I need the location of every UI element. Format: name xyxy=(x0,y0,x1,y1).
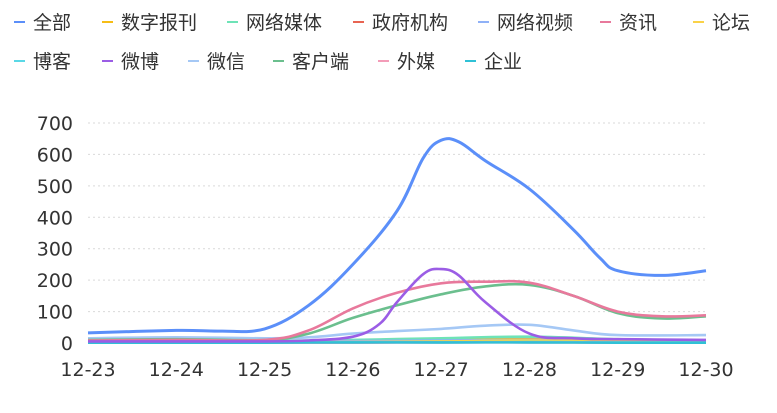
legend-label: 企业 xyxy=(484,51,522,73)
y-tick-label: 600 xyxy=(37,144,73,166)
y-tick-label: 700 xyxy=(37,113,73,135)
x-tick-label: 12-27 xyxy=(414,359,469,381)
legend-item-8[interactable]: 微博 xyxy=(102,51,159,73)
legend-label: 网络媒体 xyxy=(246,12,322,34)
y-tick-label: 100 xyxy=(37,302,73,324)
legend-label: 论坛 xyxy=(712,12,750,34)
y-tick-label: 400 xyxy=(37,207,73,229)
series-line-0 xyxy=(87,137,707,335)
legend-label: 全部 xyxy=(33,12,71,34)
y-axis: 0 100 200 300 400 500 600 700 xyxy=(37,113,73,355)
legend-label: 博客 xyxy=(33,51,71,73)
legend-item-12[interactable]: 企业 xyxy=(465,51,522,73)
legend-label: 客户端 xyxy=(292,51,349,73)
legend-item-6[interactable]: 论坛 xyxy=(693,12,750,34)
series-line-8 xyxy=(88,267,707,343)
y-tick-label: 200 xyxy=(37,270,73,292)
legend-label: 外媒 xyxy=(397,51,435,73)
legend-label: 网络视频 xyxy=(497,12,573,34)
y-tick-label: 300 xyxy=(37,239,73,261)
legend-item-9[interactable]: 微信 xyxy=(188,51,245,73)
x-tick-label: 12-29 xyxy=(590,359,645,381)
x-tick-label: 12-24 xyxy=(149,359,204,381)
legend-label: 数字报刊 xyxy=(121,12,197,34)
legend-label: 资讯 xyxy=(619,12,657,34)
legend-label: 政府机构 xyxy=(372,12,448,34)
legend-item-3[interactable]: 政府机构 xyxy=(353,12,448,34)
legend-item-10[interactable]: 客户端 xyxy=(273,51,349,73)
x-axis: 12-23 12-24 12-25 12-26 12-27 12-28 12-29 12-30 xyxy=(60,359,733,381)
x-tick-label: 12-25 xyxy=(237,359,292,381)
legend-item-2[interactable]: 网络媒体 xyxy=(227,12,322,34)
legend-label: 微信 xyxy=(207,51,245,73)
x-tick-label: 12-28 xyxy=(502,359,557,381)
legend-item-5[interactable]: 资讯 xyxy=(600,12,657,34)
legend-item-4[interactable]: 网络视频 xyxy=(478,12,573,34)
x-tick-label: 12-30 xyxy=(678,359,733,381)
y-tick-label: 500 xyxy=(37,176,73,198)
series-line-9 xyxy=(87,323,707,340)
plot-area xyxy=(87,137,707,345)
y-tick-label: 0 xyxy=(61,333,73,355)
legend-item-1[interactable]: 数字报刊 xyxy=(102,12,197,34)
x-tick-label: 12-26 xyxy=(325,359,380,381)
legend-item-0[interactable]: 全部 xyxy=(14,12,71,34)
legend-item-11[interactable]: 外媒 xyxy=(378,51,435,73)
legend-item-7[interactable]: 博客 xyxy=(14,51,71,73)
legend-label: 微博 xyxy=(121,51,159,73)
x-tick-label: 12-23 xyxy=(60,359,115,381)
